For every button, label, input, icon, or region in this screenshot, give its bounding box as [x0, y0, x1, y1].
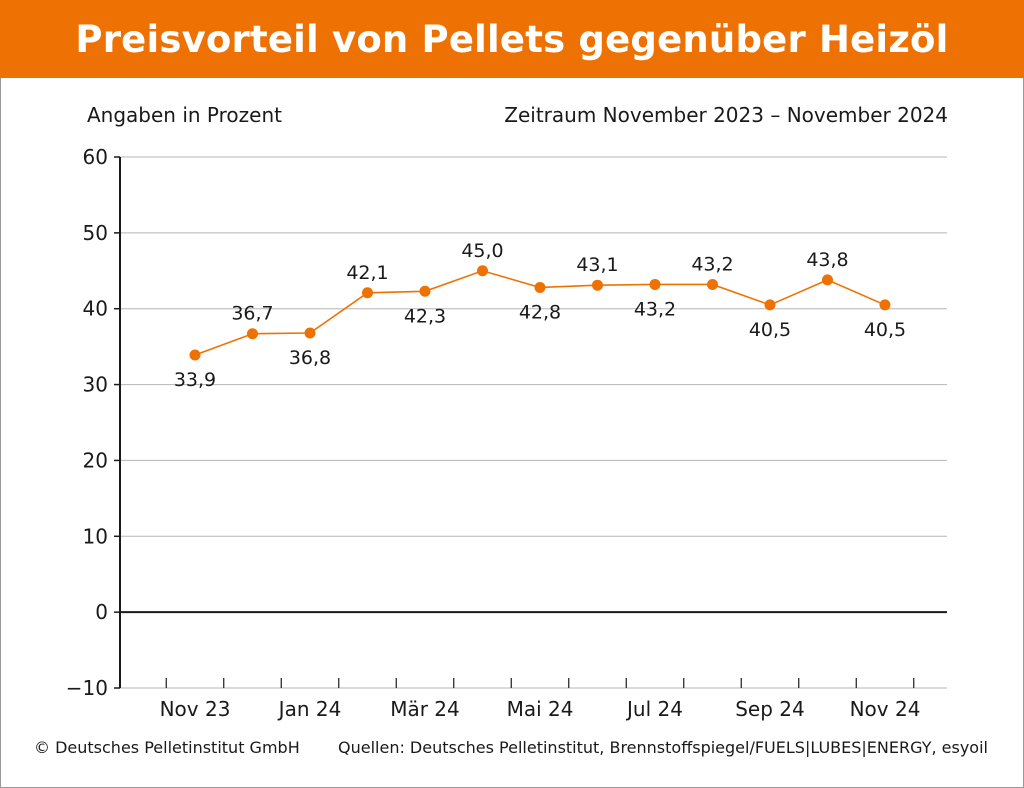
data-label: 42,8	[519, 301, 561, 323]
data-point	[649, 278, 661, 290]
x-tick-label: Jul 24	[625, 697, 683, 721]
x-tick-label: Jan 24	[277, 697, 342, 721]
data-label: 42,3	[404, 305, 446, 327]
y-tick-label: 60	[83, 145, 108, 169]
copyright-note: © Deutsches Pelletinstitut GmbH	[34, 738, 300, 757]
grid-lines	[120, 156, 947, 689]
data-label: 43,2	[691, 253, 733, 275]
data-label: 33,9	[174, 369, 216, 391]
data-point	[534, 281, 546, 293]
data-label: 45,0	[461, 240, 503, 262]
axes: 60 50 40 30 20 10 0 −10 Nov 23 Jan 24 Mär 24 Mai 24…	[66, 145, 921, 721]
data-point	[419, 285, 431, 297]
data-label: 36,8	[289, 347, 331, 369]
data-label: 36,7	[231, 303, 273, 325]
data-label: 40,5	[864, 319, 906, 341]
x-tick-label: Sep 24	[735, 697, 805, 721]
data-point	[707, 278, 718, 290]
y-tick-label: 10	[83, 524, 108, 548]
data-label: 43,8	[806, 249, 848, 271]
y-tick-label: 40	[83, 297, 108, 321]
data-point	[189, 349, 201, 361]
data-label: 40,5	[749, 319, 791, 341]
title-banner: Preisvorteil von Pellets gegenüber Heizö…	[0, 0, 1024, 78]
data-labels: 33,9 36,7 36,8 42,1 42,3 45,0 42,8 43,1 43,2 43,2…	[174, 240, 906, 391]
data-label: 42,1	[346, 262, 388, 284]
y-tick-label: 0	[95, 600, 108, 624]
x-tick-label: Nov 23	[160, 697, 231, 721]
y-tick-label: 20	[83, 448, 108, 472]
data-point	[362, 287, 373, 299]
data-label: 43,2	[634, 298, 676, 320]
y-tick-label: −10	[66, 676, 108, 700]
period-note: Zeitraum November 2023 – November 2024	[504, 103, 948, 127]
data-point	[304, 327, 316, 339]
data-point	[592, 279, 603, 291]
x-tick-label: Mär 24	[390, 697, 460, 721]
data-points	[189, 265, 891, 361]
unit-note: Angaben in Prozent	[87, 103, 282, 127]
data-point	[879, 299, 891, 311]
x-tick-label: Mai 24	[507, 697, 574, 721]
data-label: 43,1	[576, 254, 618, 276]
data-point	[822, 274, 833, 286]
y-tick-label: 30	[83, 373, 108, 397]
sources-note: Quellen: Deutsches Pelletinstitut, Brenn…	[338, 738, 988, 757]
x-tick-label: Nov 24	[850, 697, 921, 721]
data-point	[477, 265, 488, 277]
y-tick-label: 50	[83, 221, 108, 245]
data-point	[764, 299, 776, 311]
data-point	[247, 328, 258, 340]
chart-title: Preisvorteil von Pellets gegenüber Heizö…	[75, 17, 949, 61]
